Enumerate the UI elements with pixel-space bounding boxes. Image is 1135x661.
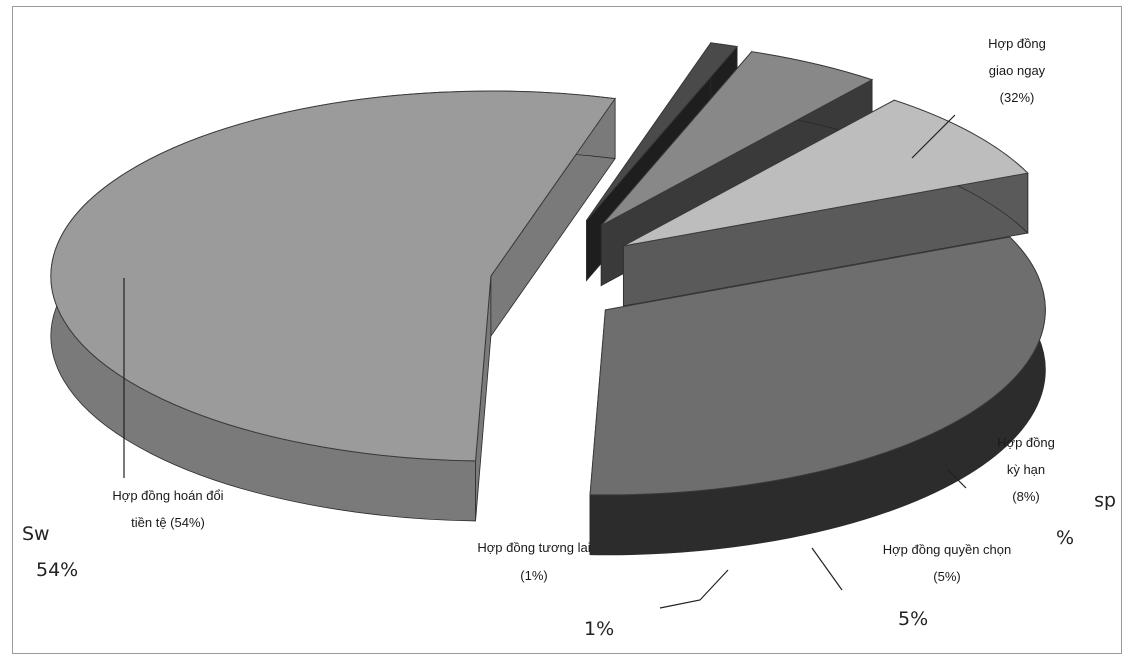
leader-line-future [659, 569, 729, 609]
slice-label-forward: Hợp đồng kỳ hạn (8%) [997, 435, 1055, 504]
label-spot-line-3: (32%) [1000, 90, 1035, 105]
slice-swap [50, 90, 617, 522]
slice-label-future: Hợp đồng tương lai (1%) [477, 540, 590, 583]
label-swap-line-1: Hợp đồng hoán đổi [112, 488, 223, 503]
annotation-forward-mark: ds [1094, 491, 1116, 513]
chart-frame [12, 6, 1122, 654]
pie-slices [50, 41, 1046, 556]
slice-forward [622, 99, 1029, 307]
annotation-future-percent: 1% [584, 618, 614, 640]
slice-top-forward [623, 99, 1029, 247]
label-swap-line-2: tiền tệ (54%) [131, 515, 205, 530]
label-future-line-2: (1%) [520, 568, 547, 583]
slice-top-future [586, 42, 739, 221]
annotation-forward-percent: % [1056, 527, 1074, 549]
label-spot-line-1: Hợp đồng [988, 36, 1046, 51]
annotation-sw: Sw [22, 523, 50, 545]
label-forward-line-1: Hợp đồng [997, 435, 1055, 450]
leader-line-option [811, 547, 843, 591]
slice-label-swap: Hợp đồng hoán đổi tiền tệ (54%) [112, 488, 223, 530]
label-option-line-1: Hợp đồng quyền chọn [883, 542, 1012, 557]
label-option-line-2: (5%) [933, 569, 960, 584]
slice-spot [589, 236, 1046, 556]
annotation-option-percent: 5% [898, 608, 928, 630]
slice-label-option: Hợp đồng quyền chọn (5%) [883, 542, 1012, 584]
slice-top-spot [589, 236, 1046, 496]
label-spot-line-2: giao ngay [989, 63, 1046, 78]
slice-top-option [600, 51, 874, 226]
slice-label-spot: Hợp đồng giao ngay (32%) [988, 36, 1046, 105]
slice-top-swap [50, 90, 617, 462]
leader-line-spot [911, 114, 956, 159]
annotation-sw-percent: 54% [36, 559, 78, 581]
label-forward-line-2: kỳ hạn [1007, 462, 1045, 477]
label-future-line-1: Hợp đồng tương lai [477, 540, 590, 555]
leader-line-forward [947, 469, 967, 489]
leader-lines [123, 114, 967, 609]
label-forward-line-3: (8%) [1012, 489, 1039, 504]
